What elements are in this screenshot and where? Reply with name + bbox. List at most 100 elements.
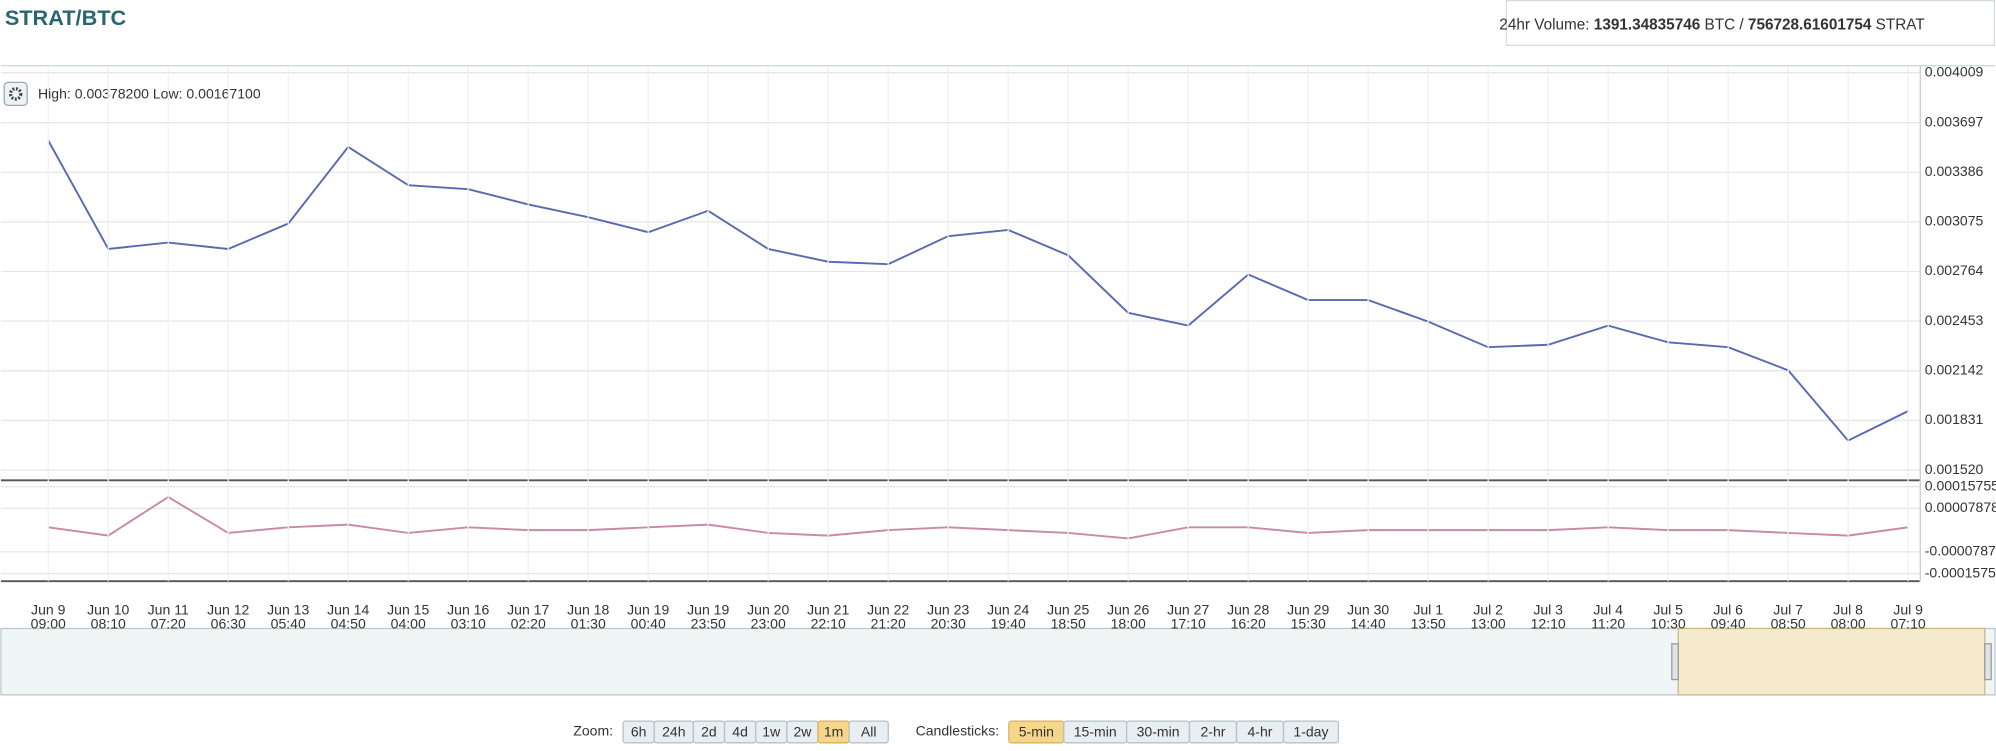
x-tick-label: 08:50 <box>1771 615 1806 631</box>
settings-button[interactable] <box>3 81 28 107</box>
control-label: Candlesticks: <box>916 723 1000 739</box>
x-tick-label: 15:30 <box>1291 615 1326 631</box>
gear-icon <box>8 87 23 101</box>
y-tick-label: 0.002764 <box>1925 262 1984 278</box>
x-tick-label: 08:10 <box>91 615 126 631</box>
x-tick-label: Jun 15 <box>387 601 429 617</box>
low-value: 0.00167100 <box>186 85 260 101</box>
navigator-selection[interactable] <box>1677 627 1986 696</box>
button-label[interactable]: 2d <box>701 723 717 739</box>
button-label[interactable]: 5-min <box>1019 723 1054 739</box>
x-tick-label: 16:20 <box>1231 615 1266 631</box>
button-label[interactable]: 24h <box>662 723 685 739</box>
x-tick-label: Jun 23 <box>927 601 969 617</box>
navigator-handle[interactable] <box>1984 643 1992 681</box>
strat-unit: STRAT <box>1876 17 1925 34</box>
x-tick-label: 11:20 <box>1591 615 1625 631</box>
y-tick-label: 0.00007878 <box>1925 499 1996 515</box>
x-tick-label: Jul 8 <box>1833 601 1863 617</box>
price-line <box>47 140 1909 442</box>
x-tick-label: 07:10 <box>1891 615 1926 631</box>
x-tick-label: 18:50 <box>1051 615 1086 631</box>
x-tick-label: Jun 19 <box>627 601 669 617</box>
x-tick-label: Jun 9 <box>31 601 66 617</box>
control-label: Zoom: <box>573 723 613 739</box>
y-tick-label: 0.004009 <box>1925 64 1984 80</box>
y-tick-label: 0.003075 <box>1925 213 1984 229</box>
button-label[interactable]: 15-min <box>1074 723 1117 739</box>
x-tick-label: 20:30 <box>931 615 966 631</box>
y-tick-label: 0.002453 <box>1925 312 1984 328</box>
price-line <box>48 495 1909 540</box>
x-tick-label: Jun 16 <box>447 601 489 617</box>
x-tick-label: Jul 7 <box>1773 601 1803 617</box>
y-tick-label: -0.00007878 <box>1925 543 1996 559</box>
x-tick-label: Jul 4 <box>1593 601 1623 617</box>
x-tick-label: Jun 29 <box>1287 601 1329 617</box>
x-tick-label: 17:10 <box>1171 615 1206 631</box>
button[interactable] <box>1282 720 1340 744</box>
x-tick-label: 06:30 <box>211 615 246 631</box>
x-tick-label: Jun 14 <box>327 601 369 617</box>
y-tick-label: 0.002142 <box>1925 362 1984 378</box>
button-label[interactable]: 1w <box>762 723 781 739</box>
x-tick-label: Jun 26 <box>1107 601 1149 617</box>
button-label[interactable]: 2w <box>793 723 812 739</box>
stats: High: 0.00378200 Low: 0.00167100 <box>38 85 261 101</box>
x-tick-label: 18:00 <box>1111 615 1146 631</box>
x-tick-label: Jun 17 <box>507 601 549 617</box>
volume-text: 24hr Volume: 1391.34835746 BTC / 756728.… <box>1499 17 1924 34</box>
x-tick-label: 01:30 <box>571 615 606 631</box>
x-tick-label: Jun 19 <box>687 601 729 617</box>
button-label[interactable]: 6h <box>631 723 647 739</box>
pair-title: STRAT/BTC <box>5 5 127 30</box>
x-tick-label: 13:00 <box>1471 615 1506 631</box>
x-tick-label: Jun 21 <box>807 601 849 617</box>
x-tick-label: 23:50 <box>691 615 726 631</box>
x-tick-label: Jun 13 <box>267 601 309 617</box>
button-label[interactable]: 30-min <box>1137 723 1180 739</box>
x-tick-label: 19:40 <box>991 615 1026 631</box>
button-label[interactable]: 4-hr <box>1248 723 1273 739</box>
volume-btc: 1391.34835746 <box>1594 17 1700 34</box>
x-tick-label: 22:10 <box>811 615 846 631</box>
y-tick-label: 0.003697 <box>1925 113 1984 129</box>
x-tick-label: 14:40 <box>1351 615 1386 631</box>
x-tick-label: 10:30 <box>1651 615 1686 631</box>
navigator <box>0 627 1996 696</box>
high-label: High: <box>38 85 71 101</box>
y-tick-label: 0.00015755 <box>1925 477 1996 493</box>
x-tick-label: 05:40 <box>271 615 306 631</box>
x-tick-label: Jul 9 <box>1893 601 1923 617</box>
btc-unit: BTC / <box>1705 17 1745 34</box>
x-tick-label: Jun 28 <box>1227 601 1269 617</box>
button-label[interactable]: All <box>861 723 877 739</box>
x-tick-label: Jul 6 <box>1713 601 1743 617</box>
x-tick-label: Jul 3 <box>1533 601 1563 617</box>
x-tick-label: Jun 24 <box>987 601 1029 617</box>
x-tick-label: Jun 27 <box>1167 601 1209 617</box>
button-label[interactable]: 1m <box>824 723 844 739</box>
x-tick-label: Jun 22 <box>867 601 909 617</box>
navigator-handle[interactable] <box>1671 643 1679 681</box>
x-tick-label: Jul 1 <box>1413 601 1443 617</box>
x-tick-label: 09:00 <box>31 615 66 631</box>
button-label[interactable]: 1-day <box>1293 723 1328 739</box>
volume-label: 24hr Volume: <box>1499 17 1589 34</box>
y-tick-label: 0.001831 <box>1925 411 1984 427</box>
y-tick-label: 0.001520 <box>1925 461 1984 477</box>
x-tick-label: 07:20 <box>151 615 186 631</box>
x-tick-label: 02:20 <box>511 615 546 631</box>
button[interactable] <box>848 720 889 744</box>
x-tick-label: 00:40 <box>631 615 666 631</box>
volume-strat: 756728.61601754 <box>1748 17 1872 34</box>
x-tick-label: Jul 5 <box>1653 601 1683 617</box>
x-tick-label: Jun 12 <box>207 601 249 617</box>
x-tick-label: 21:20 <box>871 615 906 631</box>
y-tick-label: -0.00015755 <box>1925 564 1996 580</box>
button-label[interactable]: 2-hr <box>1200 723 1225 739</box>
button-label[interactable]: 4d <box>732 723 748 739</box>
y-tick-label: 0.003386 <box>1925 163 1984 179</box>
x-tick-label: Jun 10 <box>87 601 129 617</box>
